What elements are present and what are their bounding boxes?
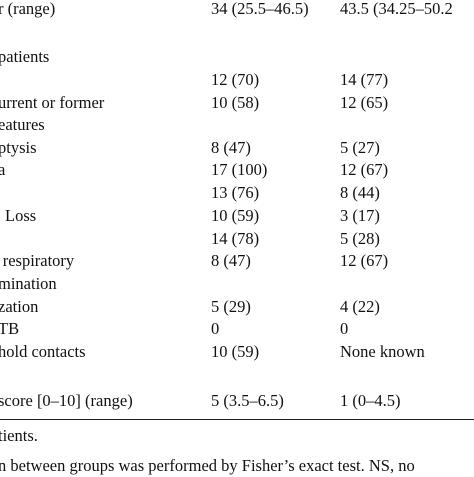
group1-value: 14 (78) (211, 229, 260, 248)
group2-value: 12 (67) (340, 251, 389, 270)
table-row: TB 0 0 (0, 318, 474, 340)
group1-value: 12 (70) (211, 70, 260, 89)
table-row: r (range) 34 (25.5–46.5) 43.5 (34.25–50.… (0, 0, 474, 20)
table-row: mination (0, 273, 474, 295)
table-row: score [0–10] (range) 5 (3.5–6.5) 1 (0–4.… (0, 390, 474, 412)
group1-value: 5 (29) (211, 297, 251, 316)
row-label: TB (0, 319, 20, 338)
table-row: a 17 (100) 12 (67) (0, 159, 474, 181)
table-row: zation 5 (29) 4 (22) (0, 296, 474, 318)
group1-value: 8 (47) (211, 138, 251, 157)
group2-value: 5 (28) (340, 229, 380, 248)
table-row: urrent or former 10 (58) 12 (65) (0, 92, 474, 114)
row-label: ptysis (0, 138, 37, 157)
row-label: l respiratory (0, 251, 75, 270)
row-label: score [0–10] (range) (0, 391, 133, 410)
table-row: patients (0, 46, 474, 68)
group1-value: 8 (47) (211, 251, 251, 270)
row-label: zation (0, 297, 39, 316)
group1-value: 0 (211, 319, 220, 338)
group1-value: 34 (25.5–46.5) (211, 0, 309, 18)
row-label: r (range) (0, 0, 56, 18)
group1-value: 10 (59) (211, 206, 260, 225)
group2-value: 4 (22) (340, 297, 380, 316)
group1-value: 5 (3.5–6.5) (211, 391, 284, 410)
group1-value: 10 (58) (211, 93, 260, 112)
table-row: 12 (70) 14 (77) (0, 69, 474, 91)
row-label: urrent or former (0, 93, 105, 112)
group2-value: 5 (27) (340, 138, 380, 157)
row-label: hold contacts (0, 342, 86, 361)
group1-value: 17 (100) (211, 160, 268, 179)
table-row: 14 (78) 5 (28) (0, 228, 474, 250)
row-label: mination (0, 274, 57, 293)
group2-value: 0 (340, 319, 349, 338)
table-row: Loss 10 (59) 3 (17) (0, 205, 474, 227)
table-row: l respiratory 8 (47) 12 (67) (0, 250, 474, 272)
group1-value: 10 (59) (211, 342, 260, 361)
table-row: hold contacts 10 (59) None known (0, 341, 474, 363)
row-label: eatures (0, 115, 45, 134)
group2-value: 12 (65) (340, 93, 389, 112)
group2-value: 12 (67) (340, 160, 389, 179)
group2-value: 8 (44) (340, 183, 380, 202)
row-label: Loss (5, 206, 37, 225)
table-row: ptysis 8 (47) 5 (27) (0, 137, 474, 159)
row-label: patients (0, 47, 50, 66)
table-row: eatures (0, 114, 474, 136)
group2-value: 43.5 (34.25–50.2 (340, 0, 453, 18)
table-row: 13 (76) 8 (44) (0, 182, 474, 204)
table-bottom-rule (0, 419, 474, 420)
group2-value: None known (340, 342, 425, 361)
group2-value: 14 (77) (340, 70, 389, 89)
footnote: n between groups was performed by Fisher… (0, 456, 415, 475)
footnote: tients. (0, 426, 38, 445)
group1-value: 13 (76) (211, 183, 260, 202)
group2-value: 1 (0–4.5) (340, 391, 401, 410)
row-label: a (0, 160, 6, 179)
group2-value: 3 (17) (340, 206, 380, 225)
